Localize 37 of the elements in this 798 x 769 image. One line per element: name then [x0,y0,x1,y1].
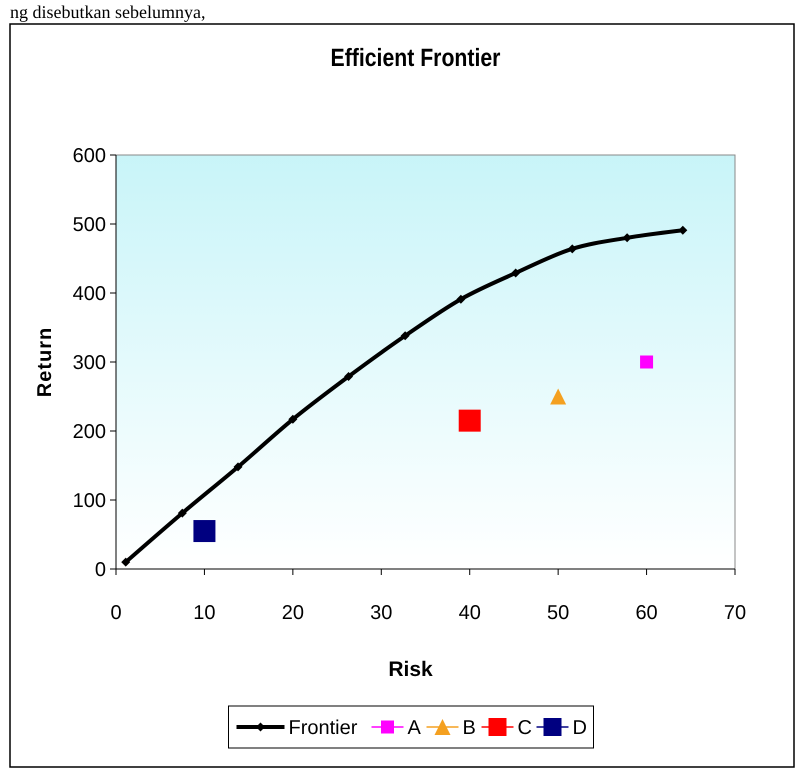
point [288,414,298,424]
point [640,356,654,368]
y-tick-label: 500 [72,214,106,236]
x-axis-title: Risk [388,658,433,681]
legend-label: D [572,717,587,739]
point [458,410,481,432]
chart-title: Efficient Frontier [330,43,500,72]
legend-label: A [408,717,422,739]
x-tick-label: 50 [547,602,570,624]
y-tick-label: 600 [72,145,106,167]
y-tick-label: 0 [94,559,106,581]
text: ng disebutkan sebelumnya, [10,2,206,22]
x-tick-label: 40 [458,602,481,624]
point [511,268,520,278]
point [456,294,466,304]
y-tick-label: 200 [72,421,106,443]
point [178,508,187,518]
x-tick-label: 30 [370,602,392,624]
legend-label: Frontier [288,717,358,739]
point [344,372,354,381]
point [121,558,130,567]
x-tick-label: 70 [724,602,746,624]
point [193,520,216,542]
legend-label: B [462,717,476,739]
point [234,462,243,472]
legend-label: C [518,717,532,739]
y-tick-label: 400 [72,283,106,305]
x-tick-label: 0 [110,602,122,624]
y-axis-title: Return [34,326,56,398]
y-tick-label: 300 [72,352,106,374]
point [568,244,577,254]
point [550,388,566,404]
point [400,331,410,340]
y-tick-label: 100 [72,490,106,512]
x-tick-label: 10 [193,602,216,624]
x-tick-label: 20 [282,602,304,624]
x-tick-label: 60 [635,602,658,624]
